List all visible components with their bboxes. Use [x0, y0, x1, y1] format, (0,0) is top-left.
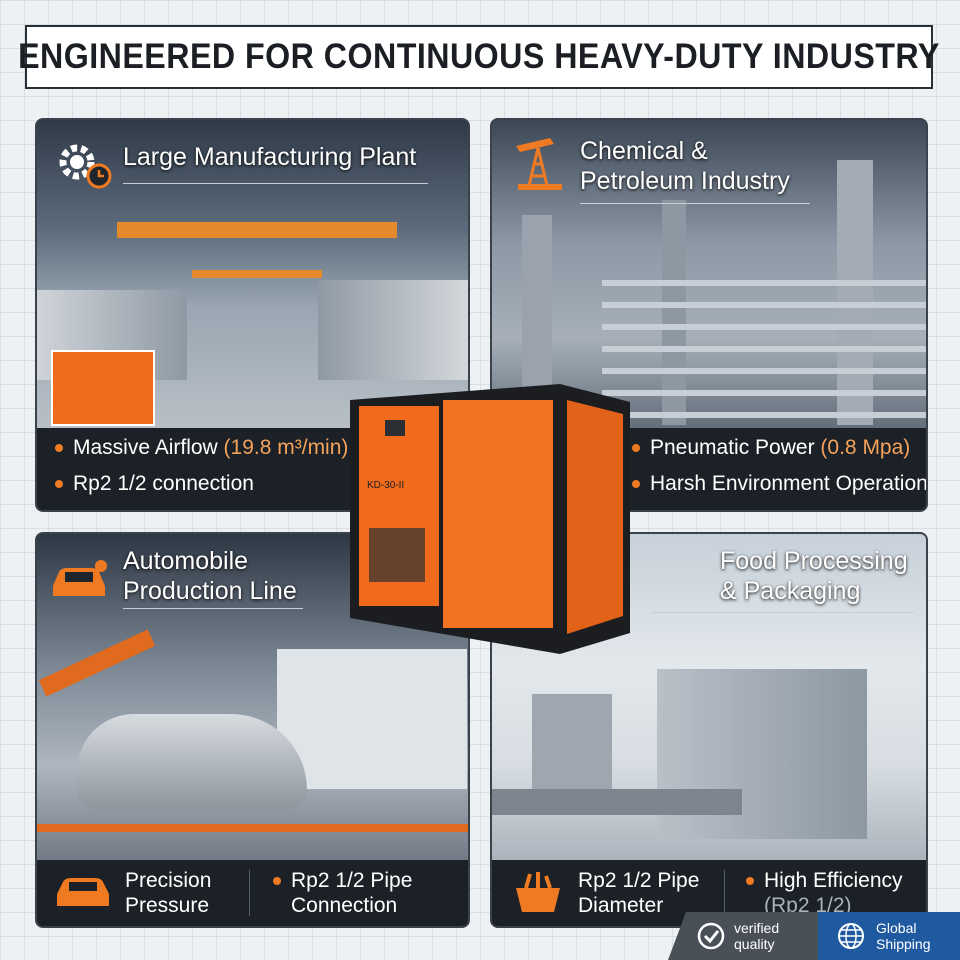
feature: Rp2 1/2 Pipe Connection [273, 868, 412, 918]
paint-booth [277, 649, 467, 789]
panel-title: Automobile Production Line [123, 546, 297, 606]
bullet: Massive Airflow (19.8 m³/min) [55, 436, 348, 460]
gear-icon [59, 144, 112, 189]
bullet: Rp2 1/2 connection [55, 472, 254, 496]
page-title: ENGINEERED FOR CONTINUOUS HEAVY-DUTY IND… [18, 37, 940, 76]
badge-line: Global [876, 920, 917, 936]
bullet-text: Harsh Environment Operation [650, 472, 928, 495]
panel-title-line: Production Line [123, 577, 297, 605]
bullet-text: Rp2 1/2 connection [73, 472, 254, 495]
badge: verified quality [668, 912, 818, 960]
feature: High Efficiency (Rp2 1/2) [746, 868, 903, 918]
basket-icon [516, 872, 560, 912]
pipes [602, 280, 926, 420]
feature-line: Rp2 1/2 Pipe [273, 868, 412, 893]
divider [249, 870, 250, 916]
feature-line: Rp2 1/2 Pipe [578, 869, 700, 892]
panel-title: Chemical & Petroleum Industry [580, 136, 790, 196]
panel-title-line: Automobile [123, 547, 249, 575]
badge-text: Global Shipping [876, 920, 931, 952]
info-strip: Precision Pressure Rp2 1/2 Pipe Connection [37, 860, 468, 926]
panel: Food Processing & Packaging Rp2 1/2 Pipe D… [490, 532, 928, 928]
feature-line: Diameter [578, 894, 664, 917]
feature: Rp2 1/2 Pipe Diameter [578, 868, 699, 918]
compressor-thumb [51, 350, 155, 426]
panel-title-line: Petroleum Industry [580, 167, 790, 195]
panel: Large Manufacturing Plant Massive Airflo… [35, 118, 470, 512]
feature: Precision Pressure [125, 868, 211, 918]
rule [123, 608, 303, 609]
bullet-highlight: (0.8 Mpa) [820, 436, 911, 459]
feature-line: Pressure [125, 894, 210, 917]
feature-line: High Efficiency [746, 868, 903, 893]
rail [37, 824, 468, 832]
badge-line: quality [734, 936, 775, 952]
panel-title: Food Processing & Packaging [720, 546, 908, 606]
check-icon [697, 922, 725, 950]
rule [652, 612, 914, 613]
bullet-text: Massive Airflow [73, 436, 224, 459]
badge: Global Shipping [818, 912, 960, 960]
car-body [77, 714, 307, 809]
badge-text: verified quality [734, 920, 779, 952]
feature-line: Connection [291, 894, 398, 917]
bullet-highlight: (19.8 m³/min) [223, 436, 349, 459]
crane [192, 270, 322, 278]
panel-title: Large Manufacturing Plant [123, 143, 417, 171]
car-icon [57, 878, 109, 906]
feature-line: Precision [125, 869, 212, 892]
car-icon [53, 560, 107, 596]
title-bar: ENGINEERED FOR CONTINUOUS HEAVY-DUTY IND… [18, 25, 939, 89]
robot-arm [38, 629, 156, 697]
panel-title-line: Chemical & [580, 137, 708, 165]
bullet: Harsh Environment Operation [632, 472, 928, 496]
divider [724, 870, 725, 916]
compressor: KD-30-II [350, 384, 630, 654]
bullet-text: Pneumatic Power [650, 436, 821, 459]
refinery-photo [492, 120, 926, 432]
conveyor [492, 789, 742, 815]
panel-title-line: Food Processing [720, 547, 908, 575]
rule [580, 203, 810, 204]
panel-title-line: & Packaging [720, 577, 861, 605]
machines [318, 280, 468, 380]
feature-line: (Rp2 1/2) [764, 894, 852, 917]
rule [123, 183, 428, 184]
globe-icon [838, 923, 864, 949]
bullet: Pneumatic Power (0.8 Mpa) [632, 436, 910, 460]
crane [117, 222, 397, 238]
badge-line: Shipping [876, 936, 931, 952]
pump-icon [516, 138, 562, 191]
badge-line: verified [734, 920, 780, 936]
model-label: KD-30-II [367, 480, 404, 491]
machine [532, 694, 612, 804]
